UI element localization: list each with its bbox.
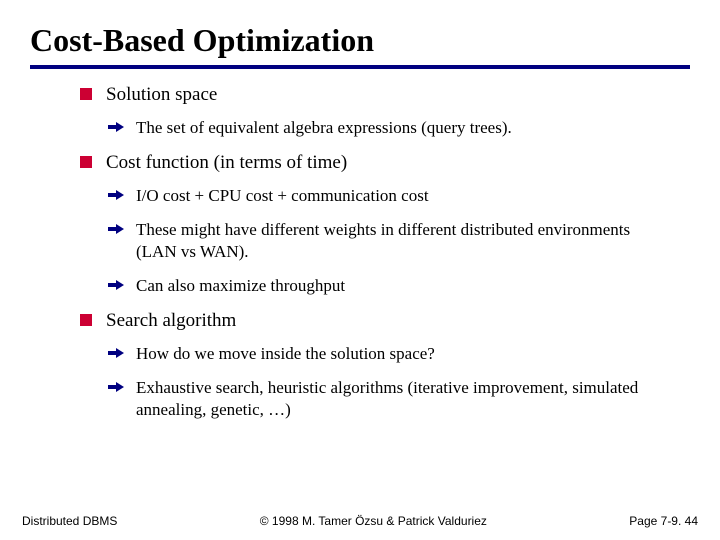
arrow-bullet-icon bbox=[108, 120, 124, 134]
sub-list-item-text: Exhaustive search, heuristic algorithms … bbox=[136, 377, 670, 421]
sub-list-item: I/O cost + CPU cost + communication cost bbox=[108, 185, 670, 207]
slide-title: Cost-Based Optimization bbox=[30, 22, 690, 59]
footer-left: Distributed DBMS bbox=[22, 514, 117, 528]
sub-list-item: The set of equivalent algebra expression… bbox=[108, 117, 670, 139]
list-item-label: Cost function (in terms of time) bbox=[106, 151, 347, 175]
square-bullet-icon bbox=[80, 88, 92, 100]
list-item-label: Search algorithm bbox=[106, 309, 236, 333]
arrow-bullet-icon bbox=[108, 188, 124, 202]
slide-content: Solution space The set of equivalent alg… bbox=[30, 83, 690, 421]
sub-list-item-text: These might have different weights in di… bbox=[136, 219, 670, 263]
footer-center: © 1998 M. Tamer Özsu & Patrick Valduriez bbox=[117, 514, 629, 528]
sub-list-item-text: Can also maximize throughput bbox=[136, 275, 345, 297]
list-item: Solution space bbox=[80, 83, 670, 107]
slide-footer: Distributed DBMS © 1998 M. Tamer Özsu & … bbox=[0, 514, 720, 528]
sub-list-item-text: How do we move inside the solution space… bbox=[136, 343, 435, 365]
sub-list-item: Exhaustive search, heuristic algorithms … bbox=[108, 377, 670, 421]
arrow-bullet-icon bbox=[108, 380, 124, 394]
sub-list-item-text: I/O cost + CPU cost + communication cost bbox=[136, 185, 429, 207]
list-item: Search algorithm bbox=[80, 309, 670, 333]
sub-list-item: Can also maximize throughput bbox=[108, 275, 670, 297]
square-bullet-icon bbox=[80, 156, 92, 168]
arrow-bullet-icon bbox=[108, 278, 124, 292]
footer-right: Page 7-9. 44 bbox=[629, 514, 698, 528]
title-rule bbox=[30, 65, 690, 69]
sub-list-item-text: The set of equivalent algebra expression… bbox=[136, 117, 512, 139]
list-item-label: Solution space bbox=[106, 83, 217, 107]
sub-list-item: How do we move inside the solution space… bbox=[108, 343, 670, 365]
arrow-bullet-icon bbox=[108, 222, 124, 236]
sub-list-item: These might have different weights in di… bbox=[108, 219, 670, 263]
slide: Cost-Based Optimization Solution space T… bbox=[0, 0, 720, 540]
square-bullet-icon bbox=[80, 314, 92, 326]
list-item: Cost function (in terms of time) bbox=[80, 151, 670, 175]
arrow-bullet-icon bbox=[108, 346, 124, 360]
